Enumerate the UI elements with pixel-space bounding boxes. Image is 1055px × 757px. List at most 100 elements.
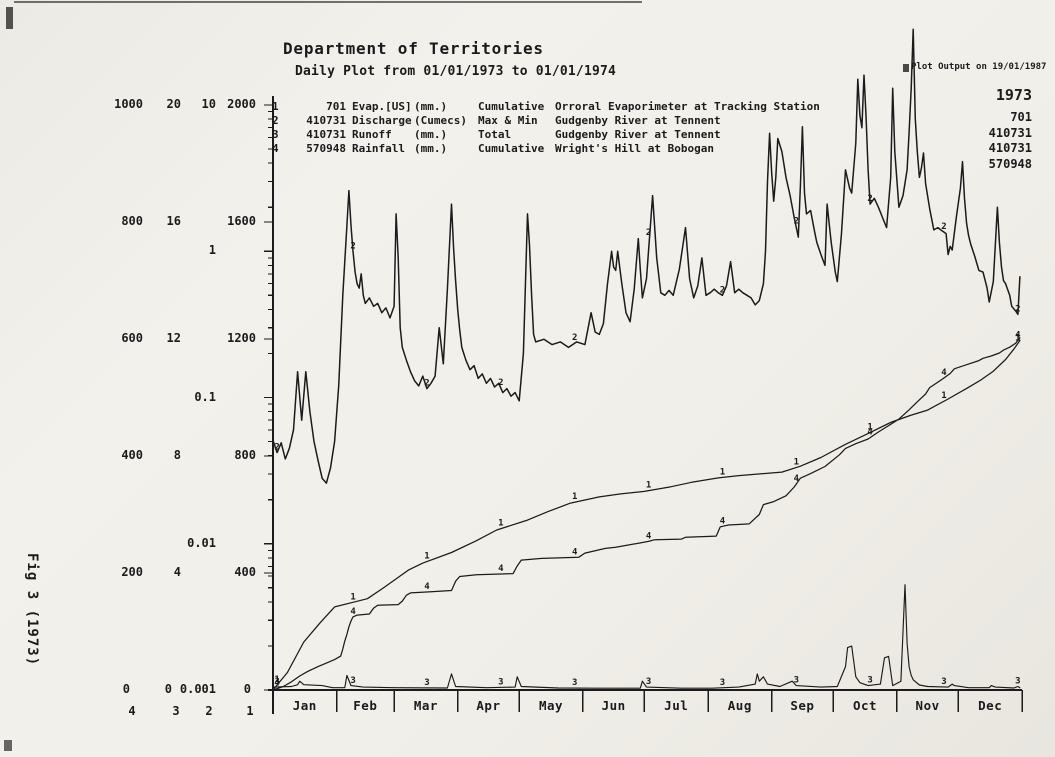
legend-units: (Cumecs) xyxy=(414,114,467,127)
series-marker-digit-1: 1 xyxy=(274,675,279,685)
series-marker-digit-2: 2 xyxy=(498,378,503,388)
axis-number-label: 4 xyxy=(128,704,136,718)
legend-station: 701 xyxy=(326,100,346,113)
series-marker-digit-3: 3 xyxy=(1015,676,1020,686)
series-marker-digit-4: 4 xyxy=(424,582,430,592)
month-label-jan: Jan xyxy=(292,698,317,713)
axis-number-label: 2 xyxy=(205,704,213,718)
ytick-rainfall: 400 xyxy=(121,448,143,462)
legend-index: 1 xyxy=(272,100,279,113)
axis-number-label: 1 xyxy=(246,704,254,718)
right-station-id: 410731 xyxy=(988,125,1032,140)
legend-station: 410731 xyxy=(306,128,346,141)
legend-location: Gudgenby River at Tennent xyxy=(555,128,721,141)
discharge-line xyxy=(272,28,1021,484)
month-label-aug: Aug xyxy=(727,698,752,713)
series-marker-digit-2: 2 xyxy=(646,228,651,238)
ytick-discharge: 0.1 xyxy=(194,389,216,404)
scan-edge-artifact-top xyxy=(14,1,642,3)
month-label-may: May xyxy=(539,698,564,713)
series-marker-digit-4: 4 xyxy=(867,428,873,438)
legend-location: Wright's Hill at Bobogan xyxy=(555,142,714,155)
ytick-evap: 800 xyxy=(234,448,256,462)
series-marker-digit-1: 1 xyxy=(646,481,651,491)
series-marker-digit-2: 2 xyxy=(941,222,946,232)
series-marker-digit-4: 4 xyxy=(274,679,280,689)
series-marker-digit-1: 1 xyxy=(1015,333,1020,343)
legend-station: 570948 xyxy=(306,142,346,155)
legend-row: 1 701 Evap.[US] (mm.) Cumulative Orroral Evap… xyxy=(0,100,840,114)
series-marker-digit-1: 1 xyxy=(498,519,503,529)
series-marker-digit-1: 1 xyxy=(794,458,799,468)
series-marker-digit-4: 4 xyxy=(572,547,578,557)
month-label-apr: Apr xyxy=(476,698,501,713)
month-label-nov: Nov xyxy=(915,698,940,713)
series-marker-digit-3: 3 xyxy=(941,677,946,687)
series-marker-digit-2: 2 xyxy=(794,217,799,227)
legend-units: (mm.) xyxy=(414,100,448,113)
series-marker-digit-2: 2 xyxy=(720,285,725,295)
series-marker-digit-3: 3 xyxy=(424,678,429,688)
legend-location: Gudgenby River at Tennent xyxy=(555,114,721,127)
series-marker-digit-4: 4 xyxy=(498,564,504,574)
series-marker-digit-3: 3 xyxy=(498,677,503,687)
ytick-rainfall: 800 xyxy=(121,214,143,228)
right-station-id: 410731 xyxy=(988,141,1032,155)
series-marker-digit-2: 2 xyxy=(867,194,872,204)
ytick-evap: 1600 xyxy=(227,214,256,228)
legend-index: 2 xyxy=(272,114,279,127)
ytick-evap: 0 xyxy=(243,682,251,696)
series-marker-digit-1: 1 xyxy=(424,552,429,562)
ytick-evap: 400 xyxy=(234,565,256,579)
series-marker-digit-4: 4 xyxy=(646,531,652,541)
ytick-discharge: 0.01 xyxy=(187,535,216,550)
ytick-runoff: 12 xyxy=(166,331,181,345)
ytick-rainfall: 200 xyxy=(121,565,143,579)
page-title: Department of Territories xyxy=(283,39,544,58)
legend-statistic: Cumulative xyxy=(478,100,545,113)
series-marker-digit-2: 2 xyxy=(572,333,577,343)
series-marker-digit-1: 1 xyxy=(350,592,355,602)
legend-row: 4 570948 Rainfall (mm.) Cumulative Wright's H… xyxy=(0,142,840,156)
legend-location: Orroral Evaporimeter at Tracking Station xyxy=(555,100,820,113)
series-marker-digit-2: 2 xyxy=(350,241,355,251)
legend-units: (mm.) xyxy=(414,128,448,141)
ytick-runoff: 8 xyxy=(173,448,181,462)
ytick-rainfall: 600 xyxy=(121,331,143,345)
legend-station: 410731 xyxy=(306,114,346,127)
ytick-rainfall: 0 xyxy=(122,682,130,696)
ytick-runoff: 16 xyxy=(166,214,181,228)
series-marker-digit-4: 4 xyxy=(720,516,726,526)
plot-output-mark-icon xyxy=(903,64,909,72)
series-marker-digit-2: 2 xyxy=(274,443,279,453)
year-label: 1973 xyxy=(995,86,1032,104)
month-label-dec: Dec xyxy=(978,698,1003,713)
legend-variable: Discharge xyxy=(352,114,412,127)
series-marker-digit-1: 1 xyxy=(867,423,872,433)
legend-units: (mm.) xyxy=(414,142,448,155)
ytick-evap: 1200 xyxy=(227,331,256,345)
series-marker-digit-3: 3 xyxy=(572,678,577,688)
evap-cumulative-line xyxy=(272,339,1021,691)
series-marker-digit-3: 3 xyxy=(646,677,651,687)
legend-variable: Evap.[US] xyxy=(352,100,412,113)
legend-statistic: Total xyxy=(478,128,512,141)
month-label-mar: Mar xyxy=(413,698,438,713)
series-marker-digit-3: 3 xyxy=(794,676,799,686)
legend-variable: Runoff xyxy=(352,128,392,141)
month-label-sep: Sep xyxy=(790,698,815,713)
series-marker-digit-2: 2 xyxy=(424,379,429,389)
series-marker-digit-4: 4 xyxy=(350,607,356,617)
series-marker-digit-1: 1 xyxy=(720,467,725,477)
ytick-runoff: 0 xyxy=(164,682,172,696)
ytick-discharge: 0.001 xyxy=(179,682,216,696)
series-marker-digit-1: 1 xyxy=(572,492,577,502)
ytick-discharge: 1 xyxy=(208,243,216,258)
series-marker-digit-3: 3 xyxy=(720,678,725,688)
ytick-runoff: 20 xyxy=(166,97,181,111)
series-marker-digit-4: 4 xyxy=(794,474,800,484)
series-marker-digit-3: 3 xyxy=(274,677,279,687)
series-marker-digit-1: 1 xyxy=(941,391,946,401)
series-marker-digit-2: 2 xyxy=(1015,304,1020,314)
